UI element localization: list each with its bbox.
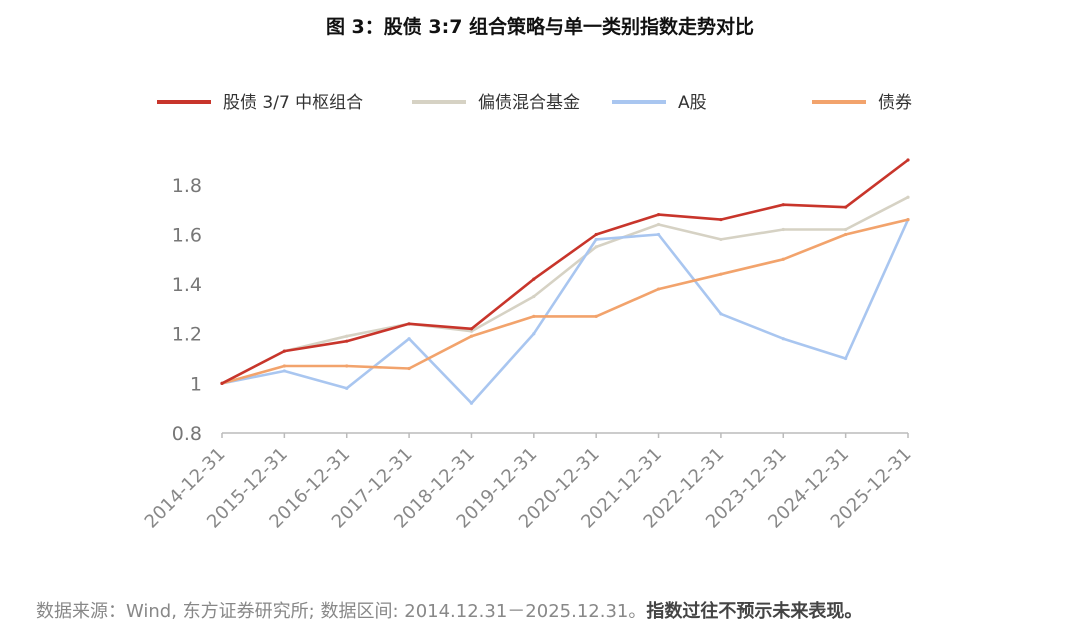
data-point	[407, 322, 411, 326]
y-tick-label: 1.8	[172, 175, 202, 197]
data-point	[469, 334, 474, 338]
data-point	[906, 217, 910, 222]
data-point	[844, 232, 848, 237]
data-point	[781, 257, 785, 261]
data-point	[407, 366, 411, 371]
data-point	[906, 195, 910, 199]
series-lines	[220, 158, 910, 405]
data-point	[656, 213, 661, 217]
legend-label: 股债 3/7 中枢组合	[223, 93, 363, 113]
chart-title: 图 3：股债 3:7 组合策略与单一类别指数走势对比	[325, 16, 755, 38]
y-tick-label: 0.8	[172, 423, 202, 445]
y-tick-label: 1.4	[172, 274, 202, 296]
data-point	[781, 227, 785, 232]
data-point	[781, 337, 785, 341]
data-point	[345, 386, 349, 390]
data-point	[594, 314, 598, 318]
data-point	[532, 314, 536, 318]
series-line-1	[220, 195, 910, 385]
data-point	[594, 232, 598, 237]
data-point	[844, 356, 848, 361]
data-point	[469, 327, 474, 331]
legend-label: 债券	[878, 93, 912, 113]
y-tick-label: 1	[190, 373, 202, 395]
legend-label: 偏债混合基金	[478, 93, 580, 113]
data-point	[719, 312, 723, 316]
disclaimer-text: 指数过往不预示未来表现。	[646, 601, 863, 622]
data-point	[532, 332, 536, 336]
data-point	[656, 232, 661, 237]
data-point	[656, 222, 661, 227]
data-point	[656, 287, 661, 291]
data-point	[594, 237, 598, 242]
data-point	[282, 349, 286, 353]
series-line-3	[220, 218, 910, 385]
data-point	[282, 364, 286, 368]
y-axis: 0.8 1 1.2 1.4 1.6 1.8	[172, 175, 202, 445]
data-point	[844, 205, 848, 209]
source-text: 数据来源：Wind, 东方证券研究所; 数据区间: 2014.12.31－202…	[36, 601, 647, 622]
data-point	[594, 245, 598, 249]
data-point	[282, 369, 286, 373]
data-point	[345, 339, 349, 343]
data-point	[407, 337, 411, 341]
y-tick-label: 1.2	[172, 324, 202, 346]
data-point	[469, 329, 474, 333]
source-note: 数据来源：Wind, 东方证券研究所; 数据区间: 2014.12.31－202…	[36, 597, 862, 623]
series-line-2	[220, 218, 910, 405]
data-point	[345, 334, 349, 338]
data-point	[844, 227, 848, 232]
data-point	[345, 364, 349, 368]
x-axis: 2014-12-312015-12-312016-12-312017-12-31…	[141, 432, 916, 533]
legend-label: A股	[678, 93, 707, 113]
data-point	[719, 237, 723, 242]
y-tick-label: 1.6	[172, 224, 202, 246]
data-point	[906, 158, 910, 162]
data-point	[719, 217, 723, 222]
data-point	[719, 272, 723, 276]
data-point	[781, 203, 785, 207]
data-point	[220, 381, 224, 385]
data-point	[532, 277, 536, 281]
legend: 股债 3/7 中枢组合 偏债混合基金 A股 债券	[157, 93, 912, 113]
data-point	[532, 294, 536, 299]
data-point	[469, 401, 474, 405]
series-line-0	[220, 158, 910, 385]
